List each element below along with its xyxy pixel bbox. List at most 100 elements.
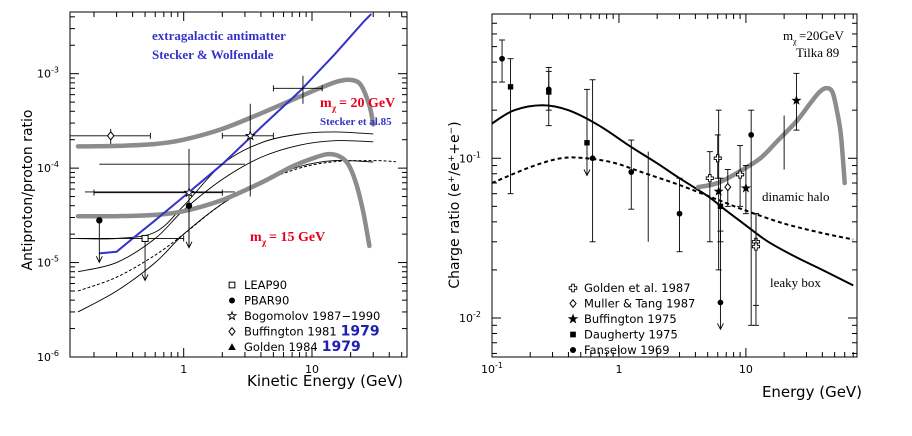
data-point-buffington-1975 bbox=[791, 95, 802, 105]
legend-year: 1979 bbox=[341, 324, 380, 340]
left-ytick-exp: -4 bbox=[51, 160, 59, 169]
legend-marker-fanselow-1969 bbox=[569, 346, 577, 354]
left-ytick-exp: -6 bbox=[51, 349, 59, 358]
right-xlabel: Energy (GeV) bbox=[762, 383, 862, 401]
tilka-label: Tilka 89 bbox=[796, 45, 839, 60]
upper-limit-arrowhead bbox=[95, 256, 103, 264]
limit-arrowhead bbox=[717, 323, 724, 331]
left-ytick-label: 10-4 bbox=[37, 160, 59, 175]
data-point-bogomolov-1987-1990 bbox=[244, 130, 256, 141]
legend-marker-golden-et-al-1987 bbox=[568, 283, 578, 293]
data-point-bogomolov-1987-1990 bbox=[183, 186, 195, 198]
data-point-fanselow-1969 bbox=[717, 299, 724, 306]
m15-m: m bbox=[250, 230, 262, 245]
curve-dashed bbox=[77, 160, 396, 292]
legend-label-pbar90: PBAR90 bbox=[244, 294, 289, 308]
curve-m-chi-20gev-tilka-89 bbox=[695, 85, 847, 190]
curve-dinamic-halo bbox=[491, 156, 854, 241]
right-xtick-exp: -1 bbox=[495, 361, 503, 370]
data-point-daugherty-1975 bbox=[546, 89, 552, 95]
left-xtick-label: 1 bbox=[180, 363, 187, 376]
curve-secondary-lower bbox=[77, 160, 374, 313]
stecker85-label: Stecker et al.85 bbox=[320, 116, 392, 128]
left-ytick-exp: -3 bbox=[51, 66, 59, 75]
legend-label-fanselow-1969: Fanselow 1969 bbox=[584, 343, 670, 357]
curve-m-chi-15-gev bbox=[75, 151, 372, 249]
right-xtick-label: 1 bbox=[615, 363, 622, 376]
legend-marker-buffington-1975 bbox=[567, 313, 579, 324]
legend-year: 1979 bbox=[322, 339, 361, 355]
data-point-daugherty-1975 bbox=[584, 140, 590, 146]
left-xlabel: Kinetic Energy (GeV) bbox=[247, 372, 403, 390]
curve-m-chi-20-gev-stecker-et-al-85 bbox=[75, 77, 376, 149]
data-point-daugherty-1975 bbox=[507, 84, 514, 90]
right-xtick-label: 10 bbox=[739, 363, 753, 376]
legend-label-golden-et-al-1987: Golden et al. 1987 bbox=[584, 281, 691, 295]
legend-label-leap90: LEAP90 bbox=[244, 278, 287, 292]
antiproton-chart: 1 10 10-6 10-5 10-4 10-3 Antiproton/proton ra… bbox=[20, 11, 408, 390]
left-plot-frame bbox=[69, 11, 408, 358]
legend-marker-bogomolov-1987-1990 bbox=[226, 310, 238, 321]
data-point-daugherty-1975 bbox=[717, 203, 724, 210]
legend-label-daugherty-1975: Daugherty 1975 bbox=[584, 328, 678, 342]
limit-arrowhead bbox=[583, 169, 591, 177]
legend-marker-pbar90 bbox=[228, 297, 236, 304]
mchi-sub: χ bbox=[792, 37, 797, 46]
right-ytick-exp: -2 bbox=[473, 310, 481, 319]
left-ytick-exp: -5 bbox=[51, 255, 59, 264]
left-ytick-label: 10-6 bbox=[37, 349, 59, 364]
legend-label-golden-1984: Golden 1984 1979 bbox=[244, 339, 361, 355]
right-legend: Golden et al. 1987 Muller & Tang 1987Buff… bbox=[567, 281, 695, 357]
right-plot-frame bbox=[491, 13, 858, 358]
legend-marker-buffington-1981 bbox=[228, 326, 236, 337]
right-ylabel-tail: +e bbox=[447, 134, 463, 154]
upper-limit-arrowhead bbox=[141, 274, 149, 282]
data-point-golden-et-al-1987 bbox=[751, 242, 761, 251]
data-point-buffington-1981 bbox=[106, 130, 115, 141]
data-point-buffington-1975 bbox=[713, 186, 724, 196]
left-ytick-label: 10-5 bbox=[37, 255, 59, 270]
right-ylabel-close: ) bbox=[447, 121, 463, 126]
data-point-muller-tang-1987 bbox=[724, 182, 732, 192]
legend-label-muller-tang-1987: Muller & Tang 1987 bbox=[584, 297, 695, 311]
data-point-fanselow-1969 bbox=[676, 210, 683, 217]
left-xtick-label: 10 bbox=[305, 363, 319, 376]
right-ylabel-minus: − bbox=[447, 127, 457, 135]
data-point-golden-et-al-1987 bbox=[713, 154, 722, 163]
right-ylabel: Charge ratio (e+/e++e−) bbox=[447, 121, 463, 288]
legend-label-bogomolov-1987-1990: Bogomolov 1987−1990 bbox=[244, 309, 380, 323]
data-point-golden-et-al-1987 bbox=[736, 170, 745, 179]
data-point-golden-et-al-1987 bbox=[705, 174, 714, 183]
legend-marker-golden-1984 bbox=[228, 343, 236, 351]
mchi-m: m bbox=[783, 28, 793, 43]
legend-marker-muller-tang-1987 bbox=[569, 298, 577, 309]
data-point-fanselow-1969 bbox=[589, 155, 596, 162]
right-xtick-label: 10-1 bbox=[481, 361, 503, 376]
right-ylabel-plus1: + bbox=[447, 176, 457, 184]
m15-value: = 15 GeV bbox=[269, 230, 325, 245]
right-ytick-exp: -1 bbox=[473, 150, 481, 159]
right-ytick-label: 10-2 bbox=[459, 310, 481, 325]
curve-secondary-middle bbox=[77, 140, 374, 273]
m15-sub: χ bbox=[261, 237, 267, 247]
legend-marker-leap90 bbox=[228, 281, 236, 289]
m15-annotation: m χ = 15 GeV bbox=[250, 230, 325, 247]
left-ytick-label: 10-3 bbox=[37, 66, 59, 81]
mchi-annotation: m χ =20GeV bbox=[783, 28, 844, 46]
right-ylabel-prefix: Charge ratio (e bbox=[447, 183, 463, 289]
data-point-leap90 bbox=[141, 234, 149, 242]
legend-label-buffington-1981: Buffington 1981 1979 bbox=[244, 324, 380, 340]
data-point-buffington-1975 bbox=[740, 182, 752, 193]
m20-annotation: m χ = 20 GeV bbox=[320, 96, 395, 113]
right-ylabel-middle: /e bbox=[447, 162, 463, 175]
m20-value: = 20 GeV bbox=[339, 96, 395, 111]
m20-m: m bbox=[320, 96, 332, 111]
data-point-pbar90 bbox=[96, 217, 103, 224]
leaky-box-label: leaky box bbox=[770, 275, 821, 290]
dinamic-halo-label: dinamic halo bbox=[762, 189, 830, 204]
right-ylabel-plus2: + bbox=[447, 155, 457, 163]
extragalactic-label-line2: Stecker & Wolfendale bbox=[152, 47, 274, 62]
legend-label-buffington-1975: Buffington 1975 bbox=[584, 312, 677, 326]
